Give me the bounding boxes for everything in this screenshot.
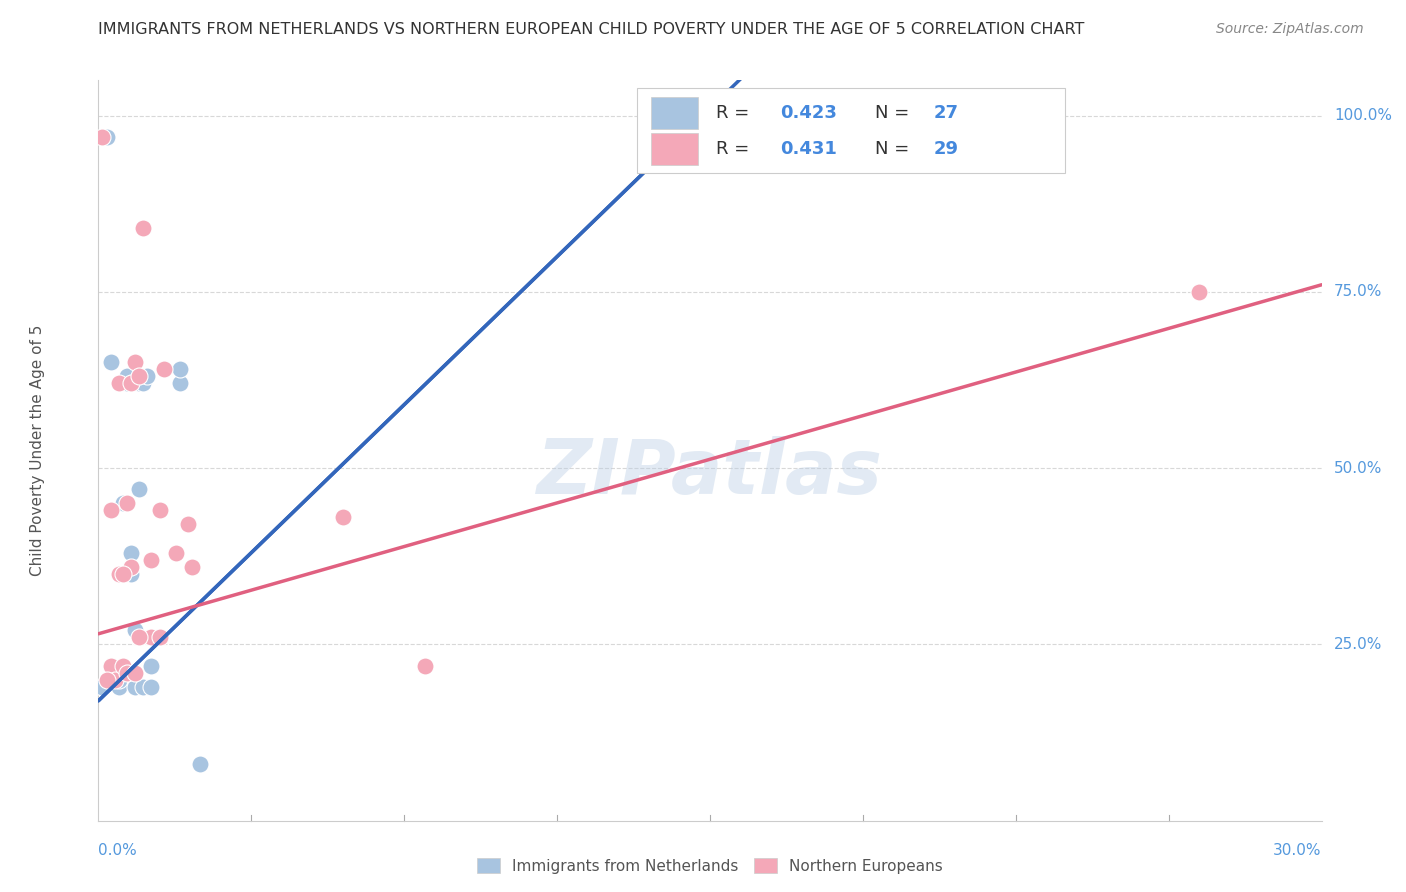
Text: 50.0%: 50.0%	[1334, 460, 1382, 475]
Point	[132, 376, 155, 391]
Point	[152, 362, 174, 376]
Text: 0.423: 0.423	[780, 103, 837, 122]
Point	[108, 673, 131, 687]
Point	[169, 376, 191, 391]
Point	[128, 376, 150, 391]
Point	[141, 658, 163, 673]
Point	[91, 129, 114, 144]
Point	[136, 369, 159, 384]
Point	[96, 129, 118, 144]
FancyBboxPatch shape	[637, 87, 1064, 173]
Point	[169, 362, 191, 376]
Point	[100, 658, 122, 673]
Point	[124, 680, 146, 694]
Point	[332, 510, 354, 524]
Point	[100, 658, 122, 673]
Point	[115, 376, 138, 391]
Point	[124, 355, 146, 369]
Point	[141, 630, 163, 644]
Point	[120, 559, 142, 574]
Point	[124, 665, 146, 680]
Text: 0.0%: 0.0%	[98, 843, 138, 858]
Text: ZIPatlas: ZIPatlas	[537, 435, 883, 509]
Point	[120, 566, 142, 581]
Text: Child Poverty Under the Age of 5: Child Poverty Under the Age of 5	[30, 325, 45, 576]
Point	[141, 680, 163, 694]
Text: 0.431: 0.431	[780, 140, 837, 158]
Point	[120, 546, 142, 560]
Text: 75.0%: 75.0%	[1334, 285, 1382, 300]
Point	[115, 496, 138, 510]
Point	[108, 376, 131, 391]
Legend: Immigrants from Netherlands, Northern Europeans: Immigrants from Netherlands, Northern Eu…	[471, 852, 949, 880]
Point	[128, 630, 150, 644]
Point	[128, 369, 150, 384]
Point	[96, 129, 118, 144]
Point	[149, 630, 172, 644]
Point	[111, 658, 134, 673]
Point	[124, 624, 146, 638]
Text: 100.0%: 100.0%	[1334, 108, 1392, 123]
Point	[181, 559, 204, 574]
Point	[108, 680, 131, 694]
Point	[141, 553, 163, 567]
Point	[115, 665, 138, 680]
Point	[100, 503, 122, 517]
Text: 30.0%: 30.0%	[1274, 843, 1322, 858]
Point	[128, 482, 150, 496]
Point	[111, 566, 134, 581]
FancyBboxPatch shape	[651, 96, 697, 129]
FancyBboxPatch shape	[651, 133, 697, 165]
Point	[1188, 285, 1211, 299]
Text: N =: N =	[875, 140, 915, 158]
Text: 27: 27	[934, 103, 959, 122]
Point	[104, 673, 127, 687]
Point	[165, 546, 187, 560]
Point	[132, 221, 155, 235]
Point	[111, 566, 134, 581]
Text: N =: N =	[875, 103, 915, 122]
Point	[91, 680, 114, 694]
Point	[108, 566, 131, 581]
Point	[108, 665, 131, 680]
Text: R =: R =	[716, 140, 755, 158]
Point	[115, 369, 138, 384]
Text: R =: R =	[716, 103, 755, 122]
Point	[104, 673, 127, 687]
Point	[96, 673, 118, 687]
Point	[111, 496, 134, 510]
Text: 29: 29	[934, 140, 959, 158]
Point	[120, 376, 142, 391]
Point	[177, 517, 200, 532]
Point	[188, 757, 212, 772]
Point	[100, 355, 122, 369]
Text: IMMIGRANTS FROM NETHERLANDS VS NORTHERN EUROPEAN CHILD POVERTY UNDER THE AGE OF : IMMIGRANTS FROM NETHERLANDS VS NORTHERN …	[98, 22, 1085, 37]
Text: 25.0%: 25.0%	[1334, 637, 1382, 652]
Point	[132, 680, 155, 694]
Point	[149, 503, 172, 517]
Point	[413, 658, 436, 673]
Text: Source: ZipAtlas.com: Source: ZipAtlas.com	[1216, 22, 1364, 37]
